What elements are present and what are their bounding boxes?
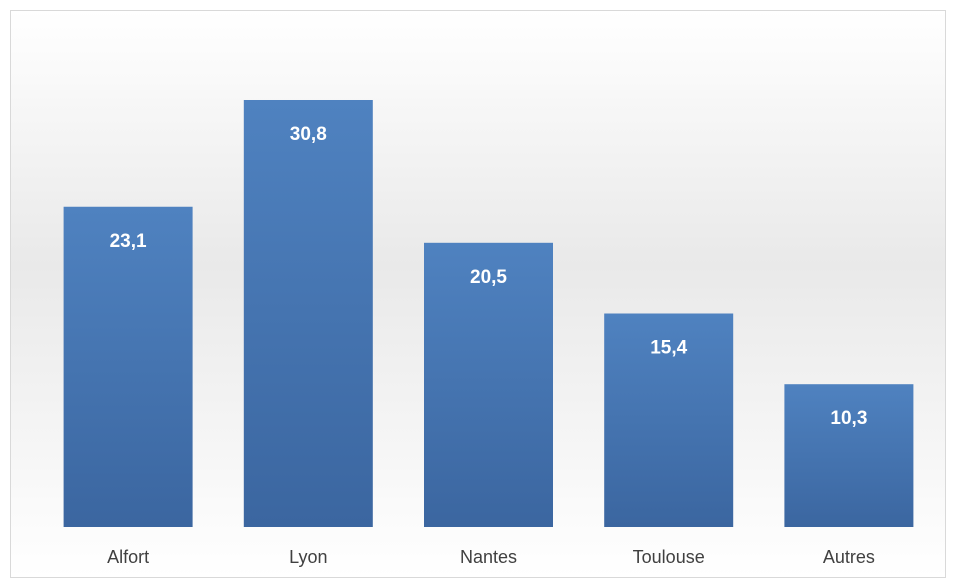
bar xyxy=(784,384,914,527)
x-tick-label: Lyon xyxy=(289,547,327,567)
x-tick-label: Alfort xyxy=(107,547,149,567)
bar xyxy=(424,242,553,527)
bar xyxy=(243,100,373,527)
data-label: 23,1 xyxy=(110,231,147,252)
data-label: 20,5 xyxy=(470,267,507,288)
bar xyxy=(604,313,734,527)
x-tick-label: Autres xyxy=(823,547,875,567)
x-tick-label: Nantes xyxy=(460,547,517,567)
bar xyxy=(63,206,193,527)
data-label: 10,3 xyxy=(830,408,867,429)
x-tick-label: Toulouse xyxy=(633,547,705,567)
data-label: 30,8 xyxy=(290,124,327,145)
data-label: 15,4 xyxy=(650,338,687,359)
